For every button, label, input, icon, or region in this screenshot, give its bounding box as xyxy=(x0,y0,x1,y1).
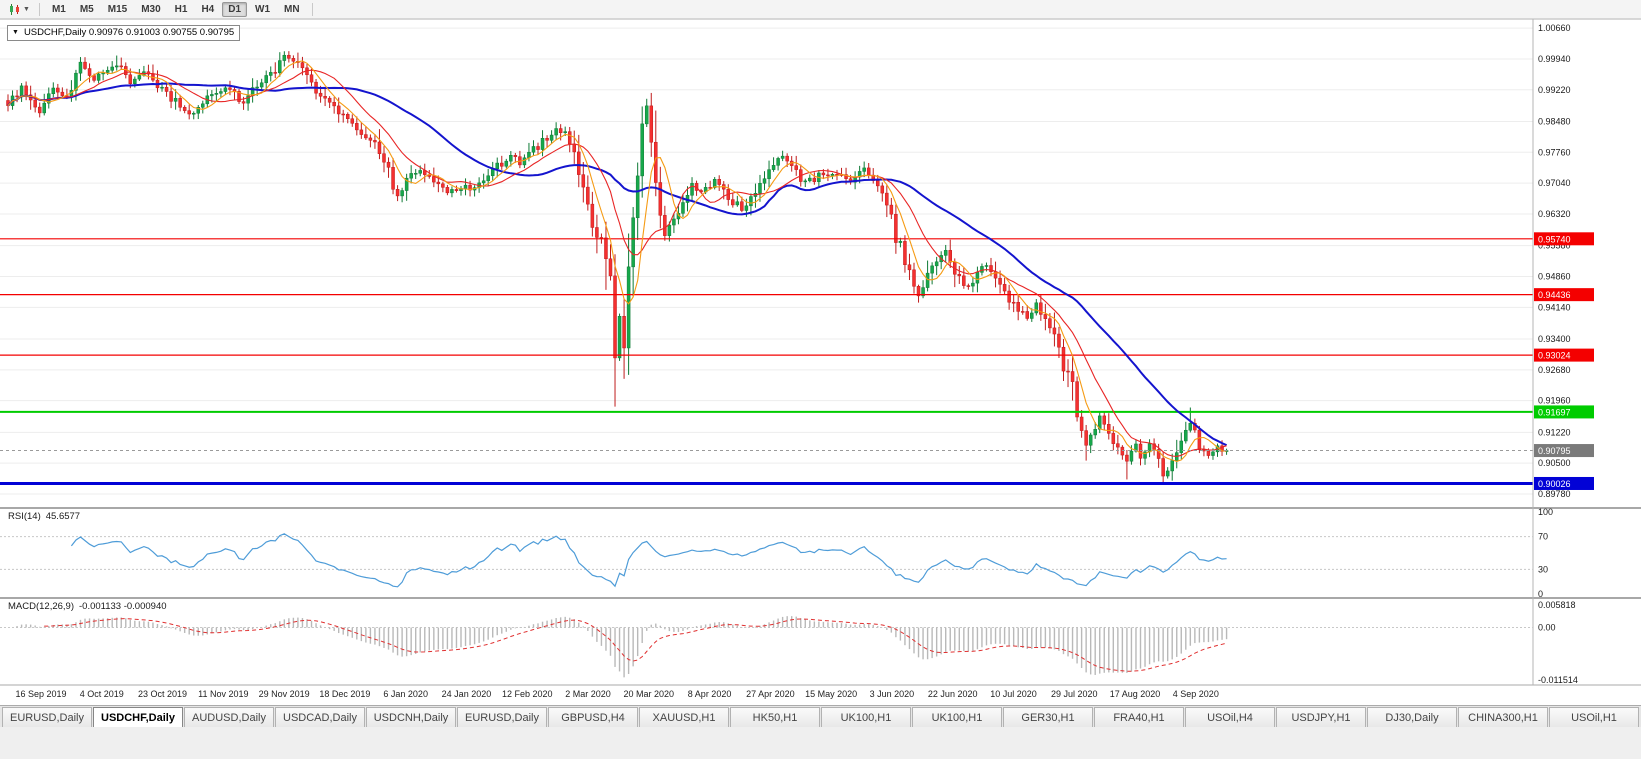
macd-indicator-label: MACD(12,26,9) -0.001133 -0.000940 xyxy=(8,601,167,612)
chevron-down-icon: ▼ xyxy=(23,5,30,13)
svg-text:1.00660: 1.00660 xyxy=(1538,23,1571,33)
chart-tab[interactable]: USOil,H4 xyxy=(1185,707,1275,727)
svg-text:0.99940: 0.99940 xyxy=(1538,54,1571,64)
svg-text:0.91960: 0.91960 xyxy=(1538,396,1571,406)
rsi-title: RSI(14) xyxy=(8,511,41,522)
svg-text:-0.011514: -0.011514 xyxy=(1538,675,1578,685)
chart-type-button[interactable]: ▼ xyxy=(4,1,34,18)
timeframe-button-M15[interactable]: M15 xyxy=(102,2,133,17)
svg-text:0.93400: 0.93400 xyxy=(1538,334,1571,344)
svg-text:0.98480: 0.98480 xyxy=(1538,116,1571,126)
symbol-ohlc-text: USDCHF,Daily 0.90976 0.91003 0.90755 0.9… xyxy=(23,27,235,38)
candlestick-chart-icon xyxy=(10,3,19,15)
chart-tab[interactable]: EURUSD,Daily xyxy=(457,707,547,727)
svg-text:8 Apr 2020: 8 Apr 2020 xyxy=(688,689,732,699)
svg-text:0.91697: 0.91697 xyxy=(1538,407,1571,417)
svg-text:0.90026: 0.90026 xyxy=(1538,479,1571,489)
svg-text:0.95580: 0.95580 xyxy=(1538,241,1571,251)
svg-text:0.93024: 0.93024 xyxy=(1538,351,1571,361)
svg-text:23 Oct 2019: 23 Oct 2019 xyxy=(138,689,187,699)
toolbar-separator xyxy=(311,2,313,16)
svg-text:0.90795: 0.90795 xyxy=(1538,446,1571,456)
svg-text:29 Jul 2020: 29 Jul 2020 xyxy=(1051,689,1098,699)
chart-tab[interactable]: HK50,H1 xyxy=(730,707,820,727)
rsi-indicator-label: RSI(14) 45.6577 xyxy=(8,511,80,522)
timeframe-button-M30[interactable]: M30 xyxy=(135,2,166,17)
svg-text:4 Sep 2020: 4 Sep 2020 xyxy=(1173,689,1219,699)
svg-text:0.91220: 0.91220 xyxy=(1538,427,1571,437)
svg-text:16 Sep 2019: 16 Sep 2019 xyxy=(15,689,66,699)
svg-text:27 Apr 2020: 27 Apr 2020 xyxy=(746,689,795,699)
chart-tab[interactable]: GER30,H1 xyxy=(1003,707,1093,727)
svg-text:20 Mar 2020: 20 Mar 2020 xyxy=(624,689,675,699)
svg-text:6 Jan 2020: 6 Jan 2020 xyxy=(383,689,428,699)
timeframe-button-W1[interactable]: W1 xyxy=(249,2,276,17)
svg-text:17 Aug 2020: 17 Aug 2020 xyxy=(1110,689,1161,699)
svg-text:11 Nov 2019: 11 Nov 2019 xyxy=(198,689,248,699)
svg-text:29 Nov 2019: 29 Nov 2019 xyxy=(259,689,310,699)
chart-tab[interactable]: FRA40,H1 xyxy=(1094,707,1184,727)
chart-tabs-bar: EURUSD,Daily USDCHF,Daily AUDUSD,Daily USDC… xyxy=(0,705,1641,727)
timeframe-button-MN[interactable]: MN xyxy=(278,2,306,17)
svg-text:10 Jul 2020: 10 Jul 2020 xyxy=(990,689,1037,699)
svg-text:70: 70 xyxy=(1538,532,1548,542)
timeframe-button-H4[interactable]: H4 xyxy=(195,2,220,17)
svg-text:0.97040: 0.97040 xyxy=(1538,178,1571,188)
svg-text:0.94436: 0.94436 xyxy=(1538,290,1571,300)
rsi-value: 45.6577 xyxy=(45,511,81,522)
svg-text:0.97760: 0.97760 xyxy=(1538,147,1571,157)
timeframe-button-M5[interactable]: M5 xyxy=(74,2,100,17)
svg-text:2 Mar 2020: 2 Mar 2020 xyxy=(565,689,611,699)
chart-tab[interactable]: UK100,H1 xyxy=(821,707,911,727)
svg-text:15 May 2020: 15 May 2020 xyxy=(805,689,857,699)
timeframe-toolbar: ▼ M1 M5 M15 M30 H1 H4 D1 W1 MN xyxy=(0,0,1641,19)
svg-text:0.99220: 0.99220 xyxy=(1538,85,1571,95)
svg-text:0.92680: 0.92680 xyxy=(1538,365,1571,375)
svg-text:0.95740: 0.95740 xyxy=(1538,234,1571,244)
macd-title: MACD(12,26,9) xyxy=(8,601,74,612)
svg-text:12 Feb 2020: 12 Feb 2020 xyxy=(502,689,553,699)
chart-tab[interactable]: DJ30,Daily xyxy=(1367,707,1457,727)
svg-text:22 Jun 2020: 22 Jun 2020 xyxy=(928,689,978,699)
svg-text:0.90500: 0.90500 xyxy=(1538,458,1571,468)
chart-symbol-ohlc-box[interactable]: ▼ USDCHF,Daily 0.90976 0.91003 0.90755 0… xyxy=(7,25,241,41)
svg-text:100: 100 xyxy=(1538,507,1553,517)
svg-text:4 Oct 2019: 4 Oct 2019 xyxy=(80,689,124,699)
svg-text:0: 0 xyxy=(1538,589,1543,599)
chart-tab[interactable]: EURUSD,Daily xyxy=(2,707,92,727)
chart-tab[interactable]: XAUUSD,H1 xyxy=(639,707,729,727)
chart-tab[interactable]: USDCHF,Daily xyxy=(93,707,183,727)
macd-values: -0.001133 -0.000940 xyxy=(79,601,167,612)
timeframe-button-H1[interactable]: H1 xyxy=(169,2,194,17)
chart-tab[interactable]: USDJPY,H1 xyxy=(1276,707,1366,727)
timeframe-button-M1[interactable]: M1 xyxy=(46,2,72,17)
timeframe-button-D1[interactable]: D1 xyxy=(222,1,248,17)
collapse-triangle-icon: ▼ xyxy=(12,29,19,36)
svg-text:30: 30 xyxy=(1538,564,1548,574)
svg-text:3 Jun 2020: 3 Jun 2020 xyxy=(870,689,915,699)
chart-tab[interactable]: GBPUSD,H4 xyxy=(548,707,638,727)
chart-tab[interactable]: USOil,H1 xyxy=(1549,707,1639,727)
svg-text:24 Jan 2020: 24 Jan 2020 xyxy=(442,689,492,699)
chart-tab[interactable]: CHINA300,H1 xyxy=(1458,707,1548,727)
toolbar-separator xyxy=(38,2,40,16)
svg-text:0.94860: 0.94860 xyxy=(1538,271,1571,281)
svg-text:0.96320: 0.96320 xyxy=(1538,209,1571,219)
bottom-filler xyxy=(0,727,1641,759)
svg-text:18 Dec 2019: 18 Dec 2019 xyxy=(319,689,370,699)
svg-text:0.00: 0.00 xyxy=(1538,623,1556,633)
svg-text:0.94140: 0.94140 xyxy=(1538,302,1571,312)
chart-tab[interactable]: USDCAD,Daily xyxy=(275,707,365,727)
timeframe-buttons-group: M1 M5 M15 M30 H1 H4 D1 W1 MN xyxy=(45,1,307,17)
chart-tab[interactable]: USDCNH,Daily xyxy=(366,707,456,727)
svg-text:0.89780: 0.89780 xyxy=(1538,489,1571,499)
svg-text:0.005818: 0.005818 xyxy=(1538,600,1576,610)
chart-tab[interactable]: AUDUSD,Daily xyxy=(184,707,274,727)
chart-tab[interactable]: UK100,H1 xyxy=(912,707,1002,727)
